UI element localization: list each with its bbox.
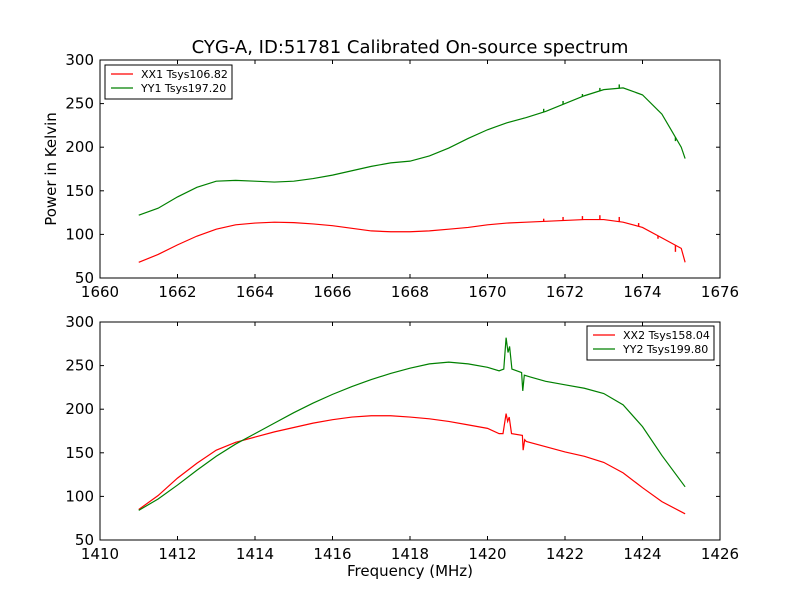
legend-entry: YY1 Tsys197.20	[140, 82, 226, 95]
x-tick-label: 1670	[468, 283, 506, 301]
x-tick-label: 1422	[546, 545, 584, 563]
top-panel: 1660 1662 1664 1666 1668 1670 1672 1674 1676 50 10…	[42, 51, 739, 301]
y-tick-label: 100	[65, 487, 94, 505]
x-tick-label: 1418	[391, 545, 429, 563]
bottom-panel: 1410 1412 1414 1416 1418 1420 1422 1424 1426 50 10…	[65, 313, 739, 580]
y-tick-label: 50	[75, 269, 94, 287]
y-tick-label: 300	[65, 313, 94, 331]
x-axis-label: Frequency (MHz)	[347, 562, 473, 580]
x-tick-label: 1410	[81, 545, 119, 563]
legend-entry: XX2 Tsys158.04	[623, 329, 710, 342]
y-tick-label: 100	[65, 225, 94, 243]
x-tick-label: 1666	[313, 283, 351, 301]
x-tick-label: 1424	[623, 545, 661, 563]
x-tick-label: 1674	[623, 283, 661, 301]
x-tick-label: 1426	[701, 545, 739, 563]
y-tick-label: 250	[65, 95, 94, 113]
series-line-2	[138, 87, 686, 216]
legend-box	[104, 64, 233, 100]
x-tick-label: 1412	[158, 545, 196, 563]
x-tick-label: 1672	[546, 283, 584, 301]
x-tick-label: 1420	[468, 545, 506, 563]
series-line-1	[138, 218, 686, 263]
y-tick-label: 200	[65, 400, 94, 418]
y-tick-label: 50	[75, 531, 94, 549]
y-tick-label: 300	[65, 51, 94, 69]
x-tick-label: 1664	[236, 283, 274, 301]
x-tick-label: 1676	[701, 283, 739, 301]
y-tick-label: 150	[65, 444, 94, 462]
x-tick-label: 1668	[391, 283, 429, 301]
legend-entry: YY2 Tsys199.80	[622, 343, 708, 356]
x-tick-label: 1662	[158, 283, 196, 301]
y-axis-label: Power in Kelvin	[42, 112, 60, 226]
legend-box	[586, 325, 715, 361]
y-tick-label: 250	[65, 357, 94, 375]
x-tick-label: 1416	[313, 545, 351, 563]
y-tick-label: 200	[65, 138, 94, 156]
chart-title: CYG-A, ID:51781 Calibrated On-source spe…	[192, 37, 629, 58]
legend-entry: XX1 Tsys106.82	[141, 68, 228, 81]
y-tick-label: 150	[65, 182, 94, 200]
x-tick-label: 1660	[81, 283, 119, 301]
series-line-1	[138, 413, 686, 515]
series-line-2	[138, 337, 686, 511]
x-tick-label: 1414	[236, 545, 274, 563]
